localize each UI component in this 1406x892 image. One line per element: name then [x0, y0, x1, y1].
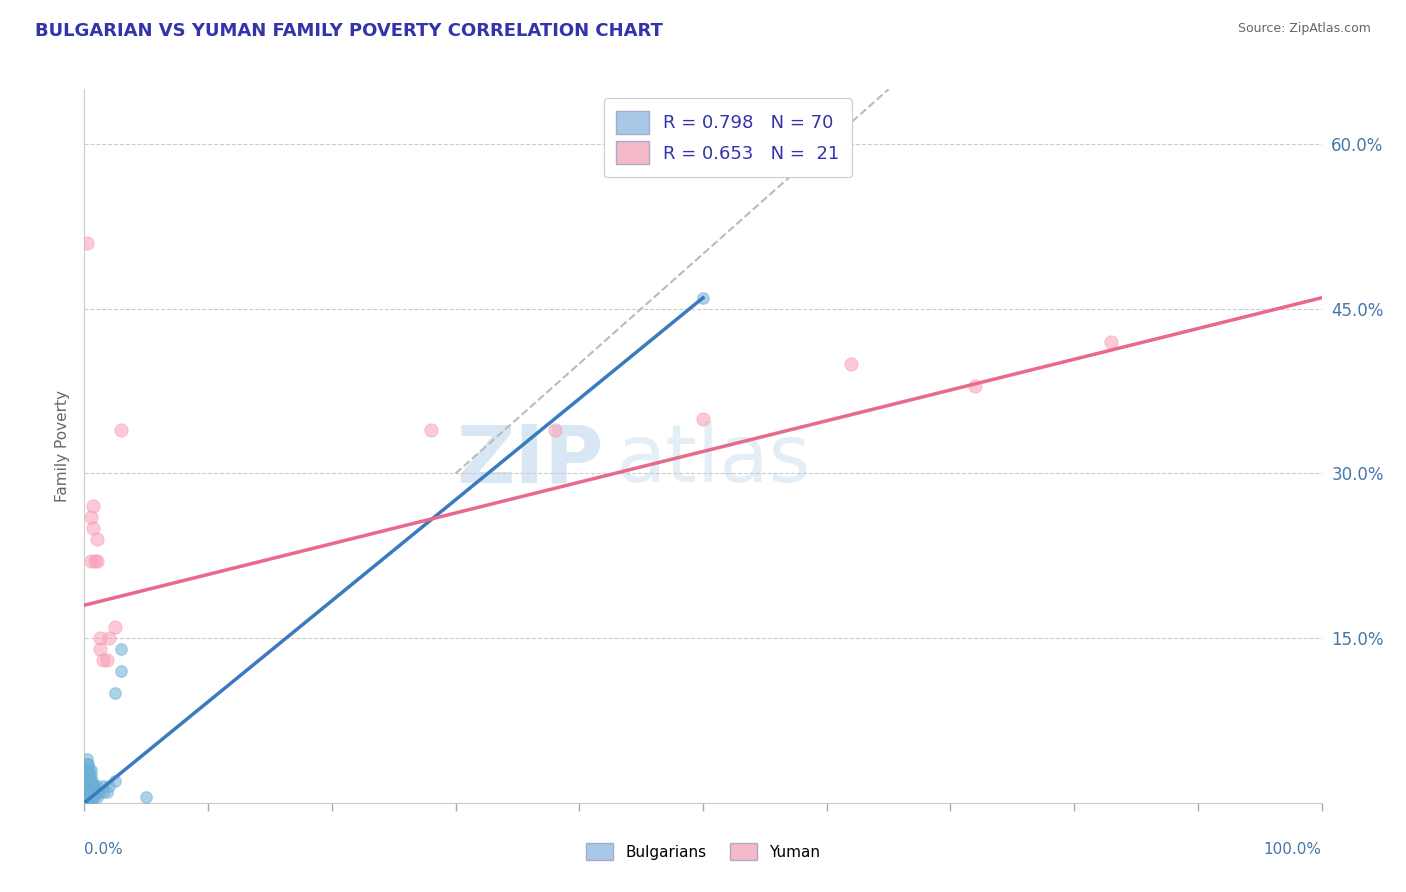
Point — [91, 653, 114, 667]
Point — [75, 773, 97, 788]
Point — [79, 763, 101, 777]
Point — [76, 763, 98, 777]
Point — [79, 773, 101, 788]
Point — [76, 752, 98, 766]
Point — [543, 423, 565, 437]
Point — [76, 776, 98, 790]
Point — [83, 780, 105, 794]
Point — [83, 790, 105, 805]
Point — [80, 773, 103, 788]
Point — [86, 780, 108, 794]
Point — [84, 554, 107, 568]
Point — [82, 521, 104, 535]
Point — [1099, 334, 1122, 349]
Point — [86, 785, 108, 799]
Point — [82, 785, 104, 799]
Point — [82, 780, 104, 794]
Point — [76, 780, 98, 794]
Point — [76, 768, 98, 782]
Point — [692, 291, 714, 305]
Point — [841, 357, 863, 371]
Point — [86, 554, 108, 568]
Point — [76, 785, 98, 799]
Point — [83, 785, 105, 799]
Point — [79, 790, 101, 805]
Point — [76, 790, 98, 805]
Point — [75, 776, 97, 790]
Point — [135, 790, 157, 805]
Point — [79, 780, 101, 794]
Point — [79, 768, 101, 782]
Point — [86, 533, 108, 547]
Point — [80, 780, 103, 794]
Legend: Bulgarians, Yuman: Bulgarians, Yuman — [579, 837, 827, 866]
Text: ZIP: ZIP — [457, 421, 605, 500]
Point — [79, 510, 101, 524]
Point — [76, 773, 98, 788]
Point — [75, 790, 97, 805]
Point — [96, 653, 118, 667]
Point — [110, 664, 132, 678]
Point — [89, 785, 111, 799]
Point — [82, 790, 104, 805]
Point — [91, 780, 114, 794]
Point — [79, 790, 101, 805]
Point — [77, 782, 100, 797]
Point — [692, 411, 714, 425]
Point — [79, 780, 101, 794]
Point — [76, 757, 98, 772]
Point — [89, 642, 111, 657]
Point — [79, 785, 101, 799]
Point — [98, 780, 121, 794]
Point — [79, 785, 101, 799]
Point — [77, 780, 100, 794]
Point — [86, 790, 108, 805]
Point — [110, 423, 132, 437]
Point — [419, 423, 441, 437]
Text: BULGARIAN VS YUMAN FAMILY POVERTY CORRELATION CHART: BULGARIAN VS YUMAN FAMILY POVERTY CORREL… — [35, 22, 664, 40]
Point — [75, 785, 97, 799]
Point — [77, 773, 100, 788]
Point — [77, 768, 100, 782]
Text: atlas: atlas — [616, 421, 811, 500]
Point — [76, 235, 98, 250]
Point — [104, 620, 127, 634]
Point — [80, 785, 103, 799]
Point — [104, 773, 127, 788]
Point — [98, 631, 121, 645]
Point — [75, 780, 97, 794]
Point — [965, 378, 987, 392]
Text: 100.0%: 100.0% — [1264, 842, 1322, 857]
Point — [110, 642, 132, 657]
Point — [77, 787, 100, 801]
Point — [82, 500, 104, 514]
Point — [104, 686, 127, 700]
Text: 0.0%: 0.0% — [84, 842, 124, 857]
Point — [79, 773, 101, 788]
Point — [91, 785, 114, 799]
Point — [77, 763, 100, 777]
Point — [75, 782, 97, 797]
Point — [77, 785, 100, 799]
Point — [75, 768, 97, 782]
Point — [77, 776, 100, 790]
Point — [89, 631, 111, 645]
Point — [79, 768, 101, 782]
Point — [77, 757, 100, 772]
Point — [96, 785, 118, 799]
Point — [79, 554, 101, 568]
Point — [76, 782, 98, 797]
Point — [77, 790, 100, 805]
Point — [76, 787, 98, 801]
Y-axis label: Family Poverty: Family Poverty — [55, 390, 70, 502]
Text: Source: ZipAtlas.com: Source: ZipAtlas.com — [1237, 22, 1371, 36]
Point — [80, 790, 103, 805]
Point — [79, 763, 101, 777]
Point — [79, 787, 101, 801]
Point — [75, 787, 97, 801]
